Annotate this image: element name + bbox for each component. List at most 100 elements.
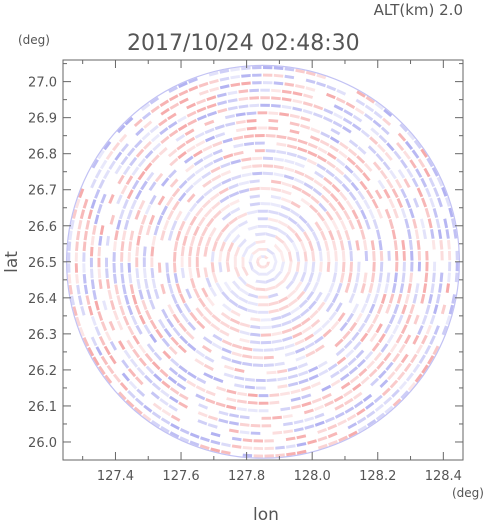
radar-bin	[281, 104, 292, 110]
radar-bin	[211, 182, 222, 191]
radar-bin	[272, 430, 283, 435]
radar-bin	[228, 191, 240, 198]
radar-bin	[192, 177, 203, 186]
altitude-label: ALT(km) 2.0	[374, 1, 463, 19]
radar-bin	[195, 246, 201, 257]
radar-bin	[360, 129, 370, 138]
radar-bin	[336, 282, 343, 294]
radar-bin	[203, 161, 214, 169]
radar-bin	[284, 82, 295, 87]
radar-bin	[396, 197, 404, 208]
radar-bin	[212, 272, 218, 284]
radar-bin	[177, 192, 187, 202]
radar-bin	[425, 250, 429, 261]
radar-bin	[271, 315, 282, 321]
radar-bin	[372, 293, 379, 304]
radar-bin	[212, 140, 223, 148]
radar-bin	[248, 261, 254, 271]
radar-bin	[343, 397, 354, 406]
radar-bin	[100, 355, 109, 366]
radar-bin	[384, 151, 393, 161]
radar-bin	[196, 98, 207, 105]
radar-bin	[280, 261, 286, 272]
radar-bin	[363, 239, 368, 251]
radar-bin	[168, 283, 174, 294]
radar-bin	[347, 272, 353, 283]
radar-bin	[132, 335, 140, 345]
radar-bin	[260, 325, 272, 330]
radar-bin	[291, 314, 302, 323]
radar-bin	[167, 304, 175, 315]
radar-bin	[249, 194, 260, 199]
radar-bin	[167, 230, 174, 241]
radar-bin	[89, 257, 93, 268]
radar-bin	[406, 131, 416, 141]
radar-bin	[67, 241, 72, 251]
radar-bin	[368, 368, 378, 378]
radar-bin	[384, 405, 394, 414]
radar-bin	[141, 131, 151, 141]
radar-bin	[68, 230, 73, 241]
radar-bin	[298, 370, 309, 377]
radar-bin	[150, 391, 160, 400]
radar-bin	[175, 230, 182, 241]
radar-bin	[322, 328, 332, 338]
radar-bin	[348, 139, 359, 148]
radar-bin	[455, 250, 459, 261]
radar-bin	[177, 123, 188, 132]
radar-bin	[236, 212, 248, 220]
radar-bin	[154, 172, 164, 183]
radar-bin	[453, 229, 458, 239]
radar-bin	[273, 243, 283, 253]
radar-bin	[301, 393, 312, 400]
radar-bin	[80, 306, 86, 316]
radar-bin	[195, 385, 206, 393]
radar-bin	[188, 267, 193, 279]
radar-bin	[429, 197, 436, 208]
radar-bin	[170, 414, 181, 422]
radar-bin	[197, 411, 208, 418]
radar-bin	[90, 336, 98, 347]
radar-bin	[281, 320, 292, 327]
radar-bin	[284, 67, 295, 72]
radar-bin	[335, 302, 343, 313]
radar-bin	[198, 81, 209, 88]
radar-bin	[421, 314, 428, 325]
radar-bin	[302, 101, 313, 107]
radar-bin	[82, 263, 86, 273]
radar-bin	[142, 246, 147, 257]
radar-bin	[170, 423, 180, 430]
radar-bin	[435, 218, 441, 229]
radar-bin	[288, 298, 298, 307]
radar-bin	[173, 251, 177, 262]
radar-bin	[287, 366, 298, 372]
radar-bin	[136, 235, 141, 246]
radar-bin	[188, 256, 192, 268]
radar-bin	[310, 135, 321, 142]
radar-bin	[355, 98, 366, 107]
radar-bin	[300, 385, 311, 392]
radar-bin	[400, 324, 408, 335]
radar-bin	[414, 373, 423, 383]
radar-bin	[109, 341, 117, 351]
radar-bin	[346, 413, 357, 422]
radar-bin	[284, 166, 295, 173]
radar-bin	[212, 148, 223, 156]
radar-bin	[354, 200, 363, 210]
radar-bin	[223, 232, 232, 243]
radar-bin	[428, 177, 436, 188]
radar-bin	[425, 324, 432, 335]
radar-bin	[400, 353, 409, 364]
radar-bin	[77, 295, 83, 306]
radar-bin	[177, 373, 187, 382]
radar-bin	[375, 153, 384, 163]
radar-bin	[266, 261, 270, 266]
radar-bin	[289, 129, 300, 135]
radar-bin	[398, 380, 408, 390]
radar-bin	[420, 177, 428, 188]
radar-bin	[182, 235, 188, 246]
radar-bin	[235, 120, 246, 125]
radar-bin	[248, 253, 254, 262]
radar-bin	[273, 81, 284, 86]
radar-bin	[307, 150, 318, 158]
